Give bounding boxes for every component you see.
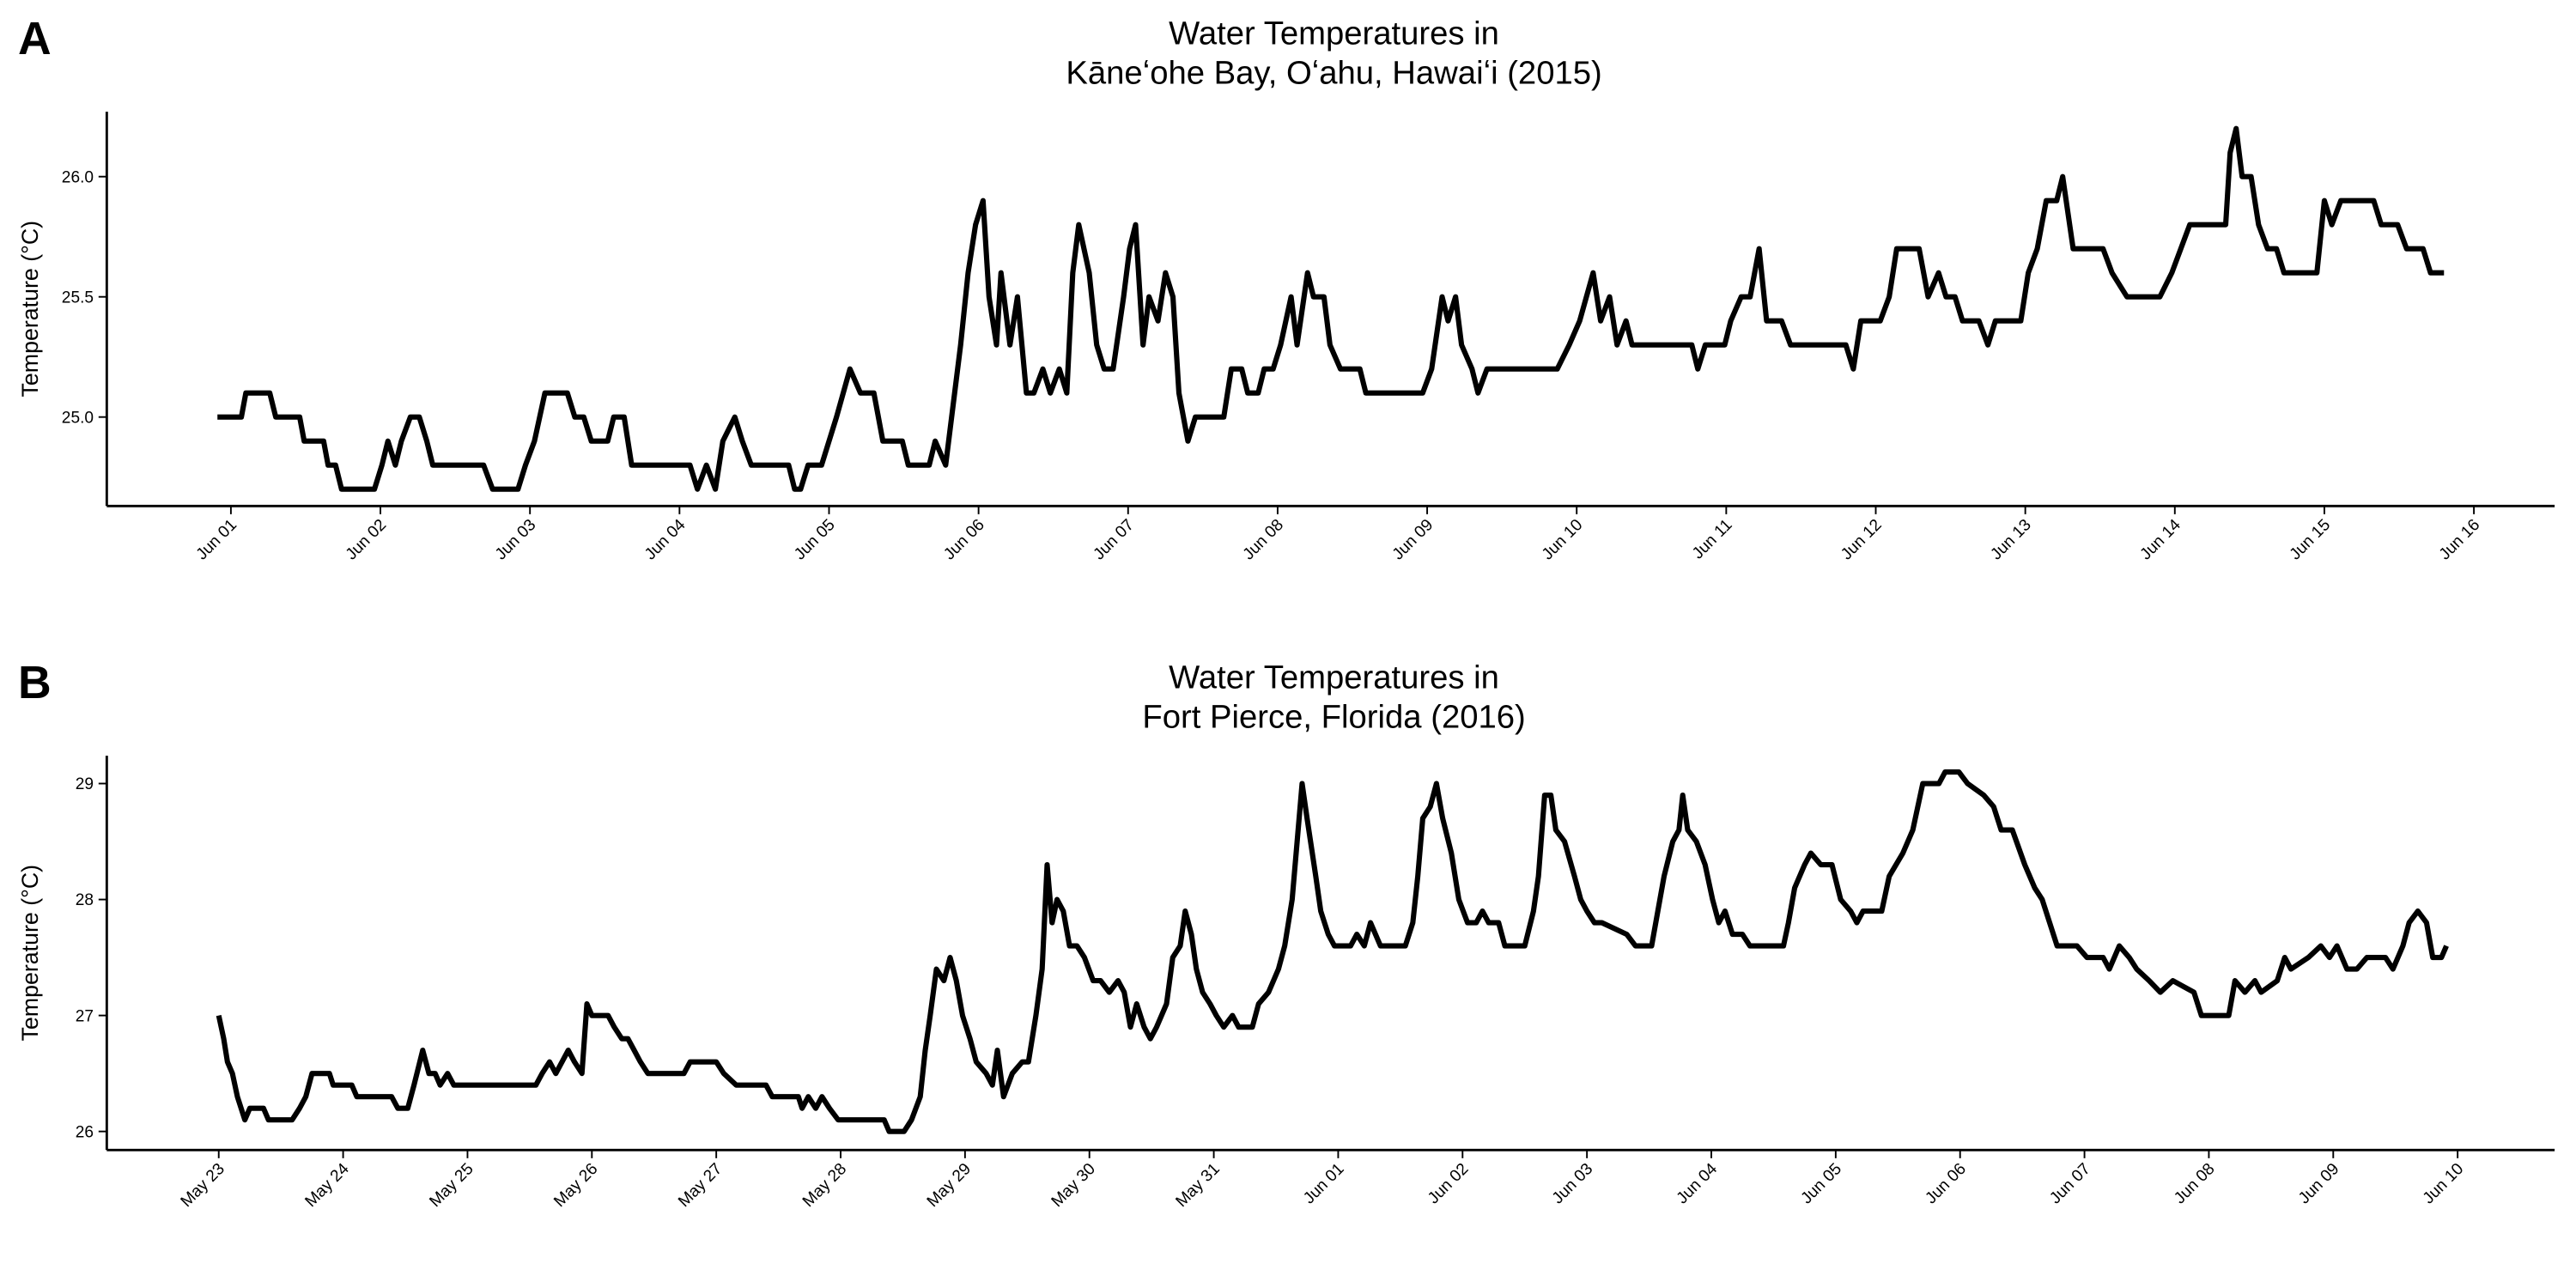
x-tick-label: Jun 08: [2171, 1160, 2218, 1207]
x-tick-label: Jun 08: [1240, 516, 1287, 563]
chart-subtitle: Fort Pierce, Florida (2016): [1142, 699, 1525, 736]
chart-title: Water Temperatures in: [1169, 15, 1499, 52]
x-tick-label: May 24: [302, 1160, 353, 1211]
temperature-line: [216, 769, 2449, 1134]
x-tick-label: May 29: [924, 1160, 975, 1211]
panel-label: B: [18, 658, 52, 708]
x-tick-label: Jun 01: [193, 516, 240, 563]
x-tick-label: May 30: [1048, 1160, 1099, 1211]
x-tick-label: Jun 06: [1922, 1160, 1969, 1207]
x-tick-label: Jun 10: [2420, 1160, 2467, 1207]
x-tick-label: May 28: [799, 1160, 850, 1211]
x-tick-label: May 25: [426, 1160, 477, 1211]
x-tick-label: May 26: [550, 1160, 601, 1211]
x-tick-label: May 31: [1173, 1160, 1224, 1211]
x-tick-label: Jun 05: [791, 516, 838, 563]
panel-label: A: [18, 14, 52, 64]
x-tick-label: Jun 16: [2436, 516, 2483, 563]
y-tick-label: 26.0: [62, 168, 94, 186]
y-axis-label: Temperature (°C): [17, 221, 43, 398]
y-tick-label: 28: [76, 891, 94, 909]
x-tick-label: Jun 11: [1689, 516, 1735, 562]
x-tick-label: Jun 15: [2287, 516, 2334, 563]
chart-title: Water Temperatures in: [1169, 659, 1499, 696]
x-tick-label: Jun 03: [1549, 1160, 1596, 1207]
x-tick-label: Jun 06: [940, 516, 987, 563]
y-tick-label: 26: [76, 1123, 94, 1141]
x-tick-label: Jun 10: [1539, 516, 1586, 563]
x-tick-label: Jun 09: [2295, 1160, 2342, 1207]
chart-subtitle: Kāneʻohe Bay, Oʻahu, Hawaiʻi (2015): [1066, 55, 1601, 92]
y-axis-label: Temperature (°C): [17, 865, 43, 1042]
x-tick-label: Jun 05: [1798, 1160, 1845, 1207]
x-tick-label: Jun 09: [1389, 516, 1437, 563]
x-tick-label: Jun 14: [2137, 516, 2185, 564]
y-tick-label: 27: [76, 1007, 94, 1025]
x-tick-label: Jun 07: [1091, 516, 1138, 563]
y-tick-label: 25.5: [62, 289, 94, 307]
temperature-line: [217, 125, 2445, 492]
x-tick-label: Jun 03: [492, 516, 539, 563]
x-tick-label: Jun 01: [1300, 1160, 1347, 1207]
x-tick-label: May 27: [675, 1160, 726, 1211]
y-tick-label: 29: [76, 775, 94, 793]
x-tick-label: Jun 02: [343, 516, 390, 563]
x-tick-label: Jun 02: [1425, 1160, 1472, 1207]
y-tick-label: 25.0: [62, 409, 94, 427]
x-tick-label: Jun 07: [2046, 1160, 2093, 1207]
x-tick-label: Jun 04: [641, 516, 690, 564]
x-tick-label: May 23: [178, 1160, 228, 1211]
x-tick-label: Jun 04: [1674, 1160, 1722, 1208]
x-tick-label: Jun 12: [1838, 516, 1885, 563]
x-tick-label: Jun 13: [1987, 516, 2034, 563]
